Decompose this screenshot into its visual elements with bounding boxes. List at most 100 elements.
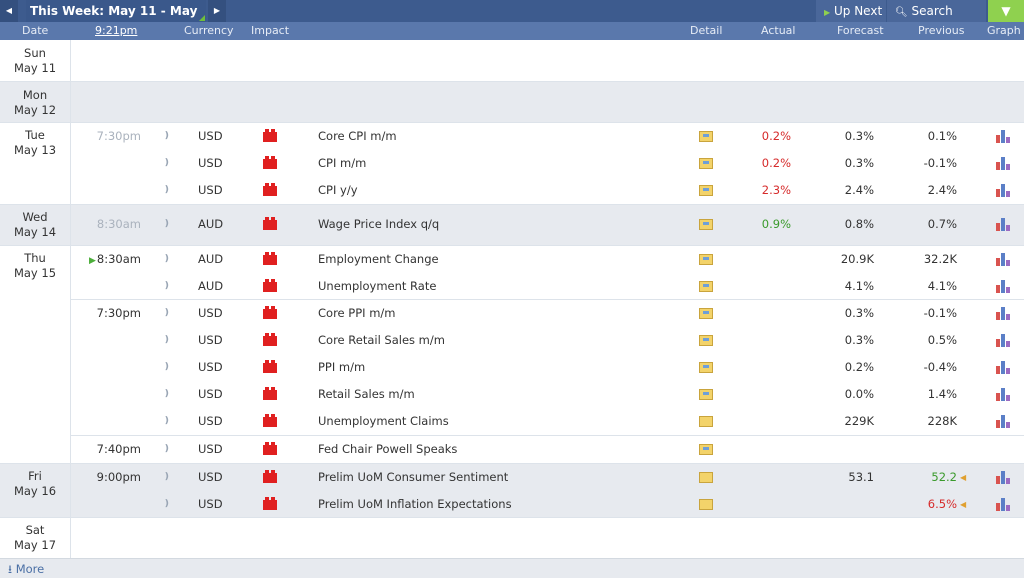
sound-icon[interactable]: ❫ (163, 362, 171, 372)
filter-button[interactable]: ▼ (988, 0, 1024, 22)
bar-chart-icon[interactable] (995, 471, 1011, 484)
event-row[interactable]: ❫ USD Retail Sales m/m 0.0% 1.4% (71, 381, 1024, 408)
sound-icon[interactable]: ❫ (163, 219, 171, 229)
event-title[interactable]: Retail Sales m/m (318, 387, 415, 401)
bar-chart-icon[interactable] (995, 130, 1011, 143)
bar-chart-icon[interactable] (995, 361, 1011, 374)
event-title[interactable]: Core CPI m/m (318, 129, 397, 143)
sound-icon[interactable]: ❫ (163, 281, 171, 291)
high-impact-icon (263, 360, 277, 373)
detail-folder-icon[interactable] (699, 362, 713, 373)
event-row[interactable]: ▶8:30am ❫ AUD Employment Change 20.9K 32… (71, 246, 1024, 273)
bar-chart-icon[interactable] (995, 280, 1011, 293)
detail-folder-icon[interactable] (699, 444, 713, 455)
day-weekday: Thu (24, 251, 46, 265)
next-week-button[interactable]: ▶ (208, 0, 226, 22)
bar-chart-icon[interactable] (995, 498, 1011, 511)
calendar-footer: ⭳ More (0, 558, 1024, 578)
bar-chart-icon[interactable] (995, 334, 1011, 347)
detail-folder-icon[interactable] (699, 499, 713, 510)
bar-chart-icon[interactable] (995, 157, 1011, 170)
bar-chart-icon[interactable] (995, 388, 1011, 401)
event-title[interactable]: Core PPI m/m (318, 306, 396, 320)
sound-icon[interactable]: ❫ (163, 416, 171, 426)
revision-marker-icon[interactable]: ◀ (960, 500, 967, 509)
bar-chart-icon[interactable] (995, 218, 1011, 231)
sound-icon[interactable]: ❫ (163, 444, 171, 454)
event-title[interactable]: Unemployment Rate (318, 279, 437, 293)
search-events-button[interactable]: 🔍︎ Search Events (887, 0, 986, 42)
detail-folder-icon[interactable] (699, 472, 713, 483)
event-currency: USD (198, 333, 223, 347)
day-date: May 12 (13, 103, 57, 117)
bar-chart-icon[interactable] (995, 415, 1011, 428)
event-title[interactable]: Prelim UoM Inflation Expectations (318, 497, 512, 511)
sound-icon[interactable]: ❫ (163, 158, 171, 168)
more-button[interactable]: ⭳ More (8, 559, 44, 578)
detail-folder-icon[interactable] (699, 185, 713, 196)
day-row: Sun May 11 (0, 40, 1024, 82)
detail-folder-icon[interactable] (699, 308, 713, 319)
event-title[interactable]: Wage Price Index q/q (318, 217, 440, 231)
bar-chart-icon[interactable] (995, 184, 1011, 197)
revision-marker-icon[interactable]: ◀ (960, 473, 967, 482)
event-row[interactable]: 7:30pm ❫ USD Core PPI m/m 0.3% -0.1% (71, 299, 1024, 326)
divider (70, 464, 71, 517)
event-title[interactable]: Core Retail Sales m/m (318, 333, 445, 347)
event-previous: 32.2K (923, 252, 957, 266)
sound-icon[interactable]: ❫ (163, 185, 171, 195)
event-title[interactable]: Prelim UoM Consumer Sentiment (318, 470, 509, 484)
sound-icon[interactable]: ❫ (163, 131, 171, 141)
event-row[interactable]: ❫ USD PPI m/m 0.2% -0.4% (71, 354, 1024, 381)
divider (70, 205, 71, 245)
detail-folder-icon[interactable] (699, 158, 713, 169)
up-next-button[interactable]: ▶ Up Next (816, 0, 886, 22)
event-row[interactable]: 7:40pm ❫ USD Fed Chair Powell Speaks (71, 435, 1024, 462)
event-previous: 0.1% (927, 129, 957, 143)
sound-icon[interactable]: ❫ (163, 472, 171, 482)
event-row[interactable]: ❫ AUD Unemployment Rate 4.1% 4.1% (71, 273, 1024, 300)
event-title[interactable]: PPI m/m (318, 360, 366, 374)
prev-week-button[interactable]: ◀ (0, 0, 18, 22)
event-row[interactable]: 7:30pm ❫ USD Core CPI m/m 0.2% 0.3% 0.1% (71, 123, 1024, 150)
event-row[interactable]: ❫ USD CPI m/m 0.2% 0.3% -0.1% (71, 150, 1024, 177)
detail-folder-icon[interactable] (699, 389, 713, 400)
event-previous: -0.1% (923, 306, 957, 320)
detail-folder-icon[interactable] (699, 219, 713, 230)
sound-icon[interactable]: ❫ (163, 335, 171, 345)
event-time: 9:00pm (96, 470, 141, 484)
event-previous: 0.7% (927, 217, 957, 231)
event-title[interactable]: Unemployment Claims (318, 414, 449, 428)
event-row[interactable]: ❫ USD CPI y/y 2.3% 2.4% 2.4% (71, 177, 1024, 204)
bar-chart-icon[interactable] (995, 307, 1011, 320)
detail-folder-icon[interactable] (699, 281, 713, 292)
event-row[interactable]: ❫ USD Core Retail Sales m/m 0.3% 0.5% (71, 327, 1024, 354)
event-title[interactable]: Employment Change (318, 252, 439, 266)
sound-icon[interactable]: ❫ (163, 254, 171, 264)
week-title[interactable]: This Week: May 11 - May 17 (26, 0, 206, 40)
event-title[interactable]: Fed Chair Powell Speaks (318, 442, 458, 456)
event-row[interactable]: ❫ USD Prelim UoM Inflation Expectations … (71, 491, 1024, 518)
bar-chart-icon[interactable] (995, 253, 1011, 266)
header-currency: Currency (184, 24, 234, 37)
up-next-marker-icon: ▶ (89, 256, 96, 266)
search-icon: 🔍︎ (895, 7, 908, 18)
event-title[interactable]: CPI m/m (318, 156, 367, 170)
detail-folder-icon[interactable] (699, 335, 713, 346)
day-date: May 16 (13, 484, 57, 498)
header-forecast: Forecast (837, 24, 884, 37)
event-title[interactable]: CPI y/y (318, 183, 358, 197)
event-time-value: 8:30am (96, 252, 141, 266)
sound-icon[interactable]: ❫ (163, 308, 171, 318)
detail-folder-icon[interactable] (699, 416, 713, 427)
detail-folder-icon[interactable] (699, 254, 713, 265)
header-time[interactable]: 9:21pm (95, 24, 138, 37)
event-row[interactable]: ❫ USD Unemployment Claims 229K 228K (71, 408, 1024, 435)
day-row: Sat May 17 (0, 518, 1024, 558)
event-row[interactable]: 8:30am ❫ AUD Wage Price Index q/q 0.9% 0… (71, 211, 1024, 238)
sound-icon[interactable]: ❫ (163, 389, 171, 399)
event-row[interactable]: 9:00pm ❫ USD Prelim UoM Consumer Sentime… (71, 464, 1024, 491)
sound-icon[interactable]: ❫ (163, 499, 171, 509)
detail-folder-icon[interactable] (699, 131, 713, 142)
event-currency: AUD (198, 279, 224, 293)
